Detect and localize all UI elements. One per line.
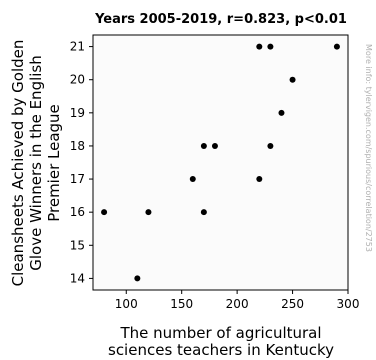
data-point <box>267 43 274 50</box>
data-point <box>267 142 274 149</box>
data-point <box>200 209 207 216</box>
source-note: More info: tylervigen.com/spurious/corre… <box>364 44 373 252</box>
chart-title: Years 2005-2019, r=0.823, p<0.01 <box>94 12 347 27</box>
x-axis-label-line-2: sciences teachers in Kentucky <box>108 341 334 359</box>
x-tick-label: 200 <box>226 297 249 311</box>
data-point <box>134 275 141 282</box>
x-axis-label-line-1: The number of agricultural <box>119 324 321 342</box>
plot-area <box>92 34 349 291</box>
y-tick-label: 20 <box>70 73 85 87</box>
x-axis: 100 150 200 250 300 <box>115 290 360 311</box>
y-axis-label-line-2: Glove Winners in the English <box>27 55 45 271</box>
y-tick-label: 17 <box>70 172 85 186</box>
data-point <box>200 142 207 149</box>
y-tick-label: 14 <box>70 271 85 285</box>
x-tick-label: 150 <box>170 297 193 311</box>
data-point <box>211 142 218 149</box>
data-point <box>289 76 296 83</box>
data-point <box>145 209 152 216</box>
scatter-points <box>101 43 340 282</box>
data-point <box>278 109 285 116</box>
data-point <box>189 176 196 183</box>
data-point <box>333 43 340 50</box>
data-point <box>256 43 263 50</box>
y-tick-label: 18 <box>70 139 85 153</box>
x-tick-label: 100 <box>115 297 138 311</box>
y-axis-label-line-3: Premier League <box>45 104 63 222</box>
x-tick-label: 250 <box>281 297 304 311</box>
data-point <box>256 176 263 183</box>
y-tick-label: 16 <box>70 205 85 219</box>
y-tick-label: 21 <box>70 40 85 54</box>
data-point <box>101 209 108 216</box>
y-tick-label: 19 <box>70 106 85 120</box>
y-axis-label-line-1: Cleansheets Achieved by Golden <box>9 40 27 287</box>
y-axis: 14 15 16 17 18 19 20 21 <box>70 40 93 285</box>
y-tick-label: 15 <box>70 238 85 252</box>
x-tick-label: 300 <box>337 297 360 311</box>
